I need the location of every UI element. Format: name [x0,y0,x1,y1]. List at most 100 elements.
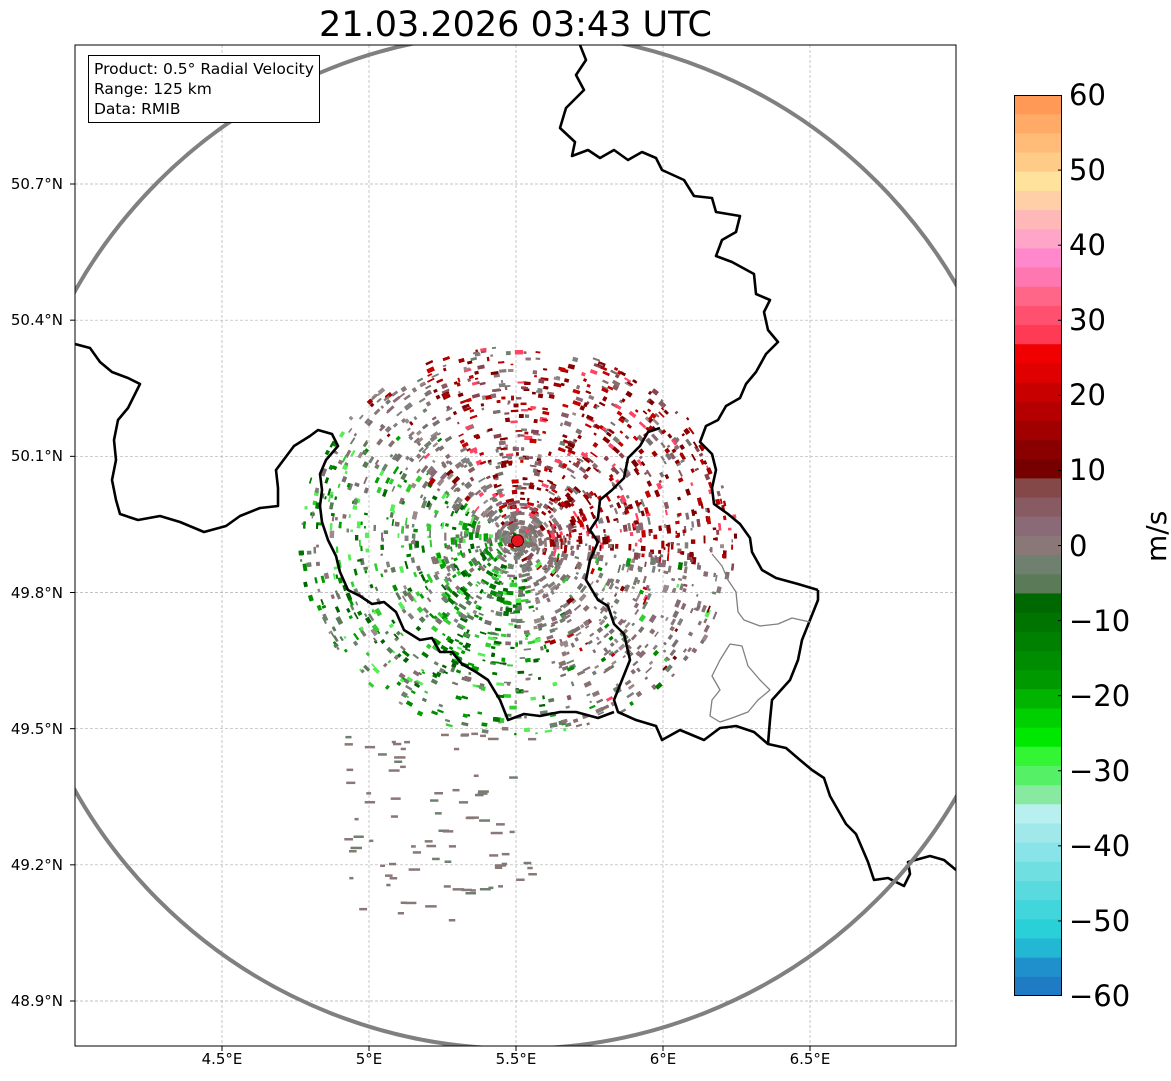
echo-gate [513,610,520,614]
echo-gate [376,397,382,403]
echo-gate [455,669,462,674]
echo-gate [503,535,511,545]
echo-gate [687,631,694,637]
echo-gate [393,633,399,639]
echo-gate [366,419,374,427]
echo-gate [369,583,374,589]
echo-gate [355,535,359,541]
echo-gate [436,552,442,559]
echo-gate [614,403,622,410]
echo-gate [422,496,427,501]
echo-gate [422,408,428,413]
echo-gate [533,617,542,624]
echo-gate [359,414,364,420]
echo-gate [582,493,590,501]
echo-gate [434,812,442,815]
echo-gate [439,471,449,481]
echo-gate [624,585,628,590]
echo-gate [520,491,525,495]
echo-gate [333,566,339,570]
echo-gate [535,607,539,611]
echo-gate [520,497,526,500]
echo-gate [648,529,653,533]
echo-gate [696,518,701,527]
echo-gate [700,501,704,509]
echo-gate [355,601,359,606]
echo-gate [397,912,404,915]
echo-gate [402,589,409,597]
echo-gate [525,658,531,663]
echo-gate [453,605,460,611]
echo-gate [572,400,581,407]
echo-gate [654,555,657,560]
echo-gate [635,650,641,657]
echo-gate [480,347,487,352]
echo-gate [478,616,483,621]
echo-gate [400,765,406,769]
echo-gate [462,522,468,531]
echo-gate [342,514,347,519]
echo-gate [672,587,677,594]
echo-gate [457,588,464,595]
echo-gate [654,413,660,418]
echo-gate [337,459,344,465]
echo-gate [610,605,614,608]
colorbar-swatch [1014,171,1062,192]
echo-gate [421,671,426,675]
echo-gate [598,363,604,367]
echo-gate [394,453,403,462]
echo-gate [622,619,627,624]
echo-gate [625,494,630,499]
echo-gate [712,611,718,620]
echo-gate [660,398,664,402]
echo-gate [502,532,506,537]
echo-gate [469,409,475,413]
echo-gate [502,558,507,563]
echo-gate [664,523,667,529]
echo-gate [467,378,472,382]
echo-gate [514,560,518,564]
radar-site-marker[interactable] [510,534,524,548]
echo-gate [437,611,444,618]
echo-gate [323,572,330,580]
echo-gate [661,540,665,549]
echo-gate [391,619,396,624]
echo-gate [575,571,579,576]
echo-gate [431,644,438,651]
echo-gate [567,633,574,638]
echo-gate [424,440,432,449]
echo-gate [611,463,617,468]
echo-gate [526,566,531,570]
echo-gate [420,668,425,672]
echo-gate [487,552,495,560]
echo-gate [605,578,612,587]
echo-gate [491,660,500,664]
echo-gate [461,585,468,592]
echo-gate [495,523,500,528]
echo-gate [330,512,335,517]
echo-gate [523,648,532,651]
echo-gate [467,816,479,819]
echo-gate [669,452,676,460]
echo-gate [578,521,585,528]
echo-gate [667,634,673,640]
echo-gate [718,523,722,531]
echo-gate [384,630,389,635]
echo-gate [450,557,454,560]
echo-gate [578,510,584,516]
echo-gate [608,628,615,635]
echo-gate [566,533,569,537]
echo-gate [505,351,511,356]
echo-gate [611,466,620,475]
echo-gate [554,627,558,631]
echo-gate [655,556,660,564]
echo-gate [514,624,517,629]
echo-gate [432,459,436,464]
echo-gate [563,535,566,542]
echo-gate [731,539,733,543]
colorbar-swatch [1014,708,1062,729]
echo-gate [642,575,647,584]
echo-gate [440,592,449,600]
echo-gate [610,701,615,707]
